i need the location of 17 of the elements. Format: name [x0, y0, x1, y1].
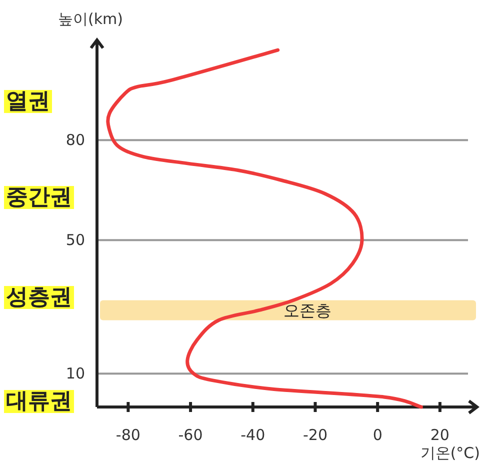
x-tick-label: -60	[178, 426, 203, 444]
x-tick-label: 20	[430, 426, 450, 444]
x-tick-label: -80	[116, 426, 140, 444]
y-tick-label: 50	[66, 231, 85, 250]
annotation: 대류권	[4, 389, 74, 414]
x-axis-title: 기온(°C)	[420, 444, 480, 462]
annotation: 열권	[4, 89, 52, 114]
annotation: 중간권	[4, 185, 74, 210]
y-tick-label: 80	[66, 131, 85, 150]
x-tick-label: -40	[240, 426, 266, 444]
y-axis-title: 높이(km)	[58, 10, 124, 28]
band: 오존층	[100, 300, 476, 320]
x-tick-label: 0	[372, 426, 382, 444]
band-label: 오존층	[284, 301, 332, 320]
y-tick-label: 10	[66, 364, 85, 383]
x-tick-label: -20	[302, 426, 328, 444]
annotation: 성층권	[4, 285, 74, 310]
